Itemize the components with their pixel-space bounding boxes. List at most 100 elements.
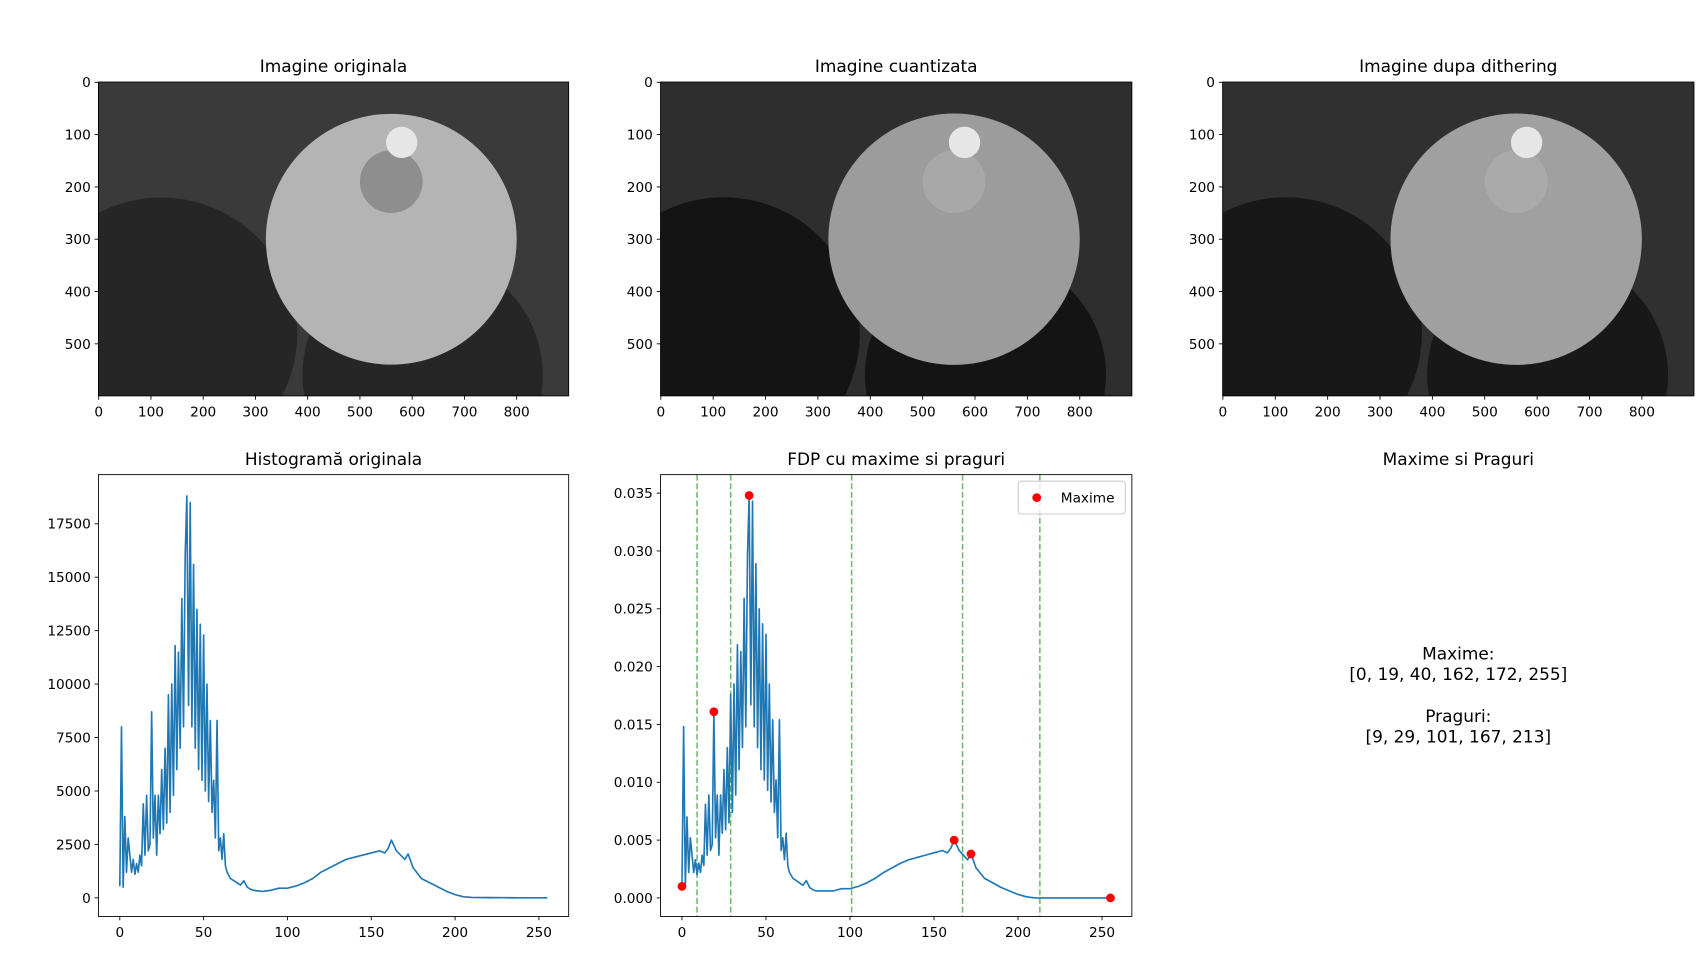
x-tick-label: 100 — [274, 925, 300, 941]
y-tick-label: 300 — [65, 232, 91, 248]
y-tick-label: 0.020 — [614, 660, 653, 676]
image-shadow — [98, 197, 298, 396]
image-highlight — [1510, 126, 1543, 159]
y-tick-label: 17500 — [47, 517, 90, 533]
plot-area — [118, 495, 548, 899]
maxima-point — [1106, 893, 1115, 903]
y-tick-label: 200 — [65, 180, 91, 196]
x-tick-label: 100 — [837, 925, 863, 941]
image-petal — [359, 150, 423, 214]
x-tick-label: 0 — [1219, 405, 1228, 421]
x-tick-label: 500 — [910, 405, 936, 421]
x-tick-label: 0 — [115, 925, 124, 941]
x-tick-label: 400 — [1419, 405, 1445, 421]
x-tick-label: 500 — [347, 405, 373, 421]
y-tick-label: 300 — [627, 232, 653, 248]
subplot-title: Imagine dupa dithering — [1359, 56, 1557, 76]
x-tick-label: 400 — [857, 405, 883, 421]
plot-area — [681, 474, 1111, 917]
maxima-point — [744, 491, 754, 500]
legend-box — [1017, 480, 1126, 515]
x-tick-label: 800 — [1067, 405, 1093, 421]
y-tick-label: 0 — [82, 75, 91, 91]
maxima-point — [966, 849, 976, 859]
y-tick-label: 200 — [627, 180, 653, 196]
y-tick-label: 400 — [1189, 284, 1215, 300]
x-tick-label: 200 — [1005, 925, 1031, 941]
y-tick-label: 100 — [65, 128, 91, 144]
y-tick-label: 0 — [644, 75, 653, 91]
x-tick-label: 700 — [1576, 405, 1602, 421]
x-tick-label: 500 — [1472, 405, 1498, 421]
y-tick-label: 0.015 — [614, 717, 653, 733]
image-highlight — [386, 126, 418, 159]
x-tick-label: 600 — [1524, 405, 1550, 421]
x-tick-label: 150 — [921, 925, 947, 941]
x-tick-label: 100 — [1262, 405, 1288, 421]
y-tick-label: 500 — [627, 337, 653, 353]
x-tick-label: 150 — [358, 925, 384, 941]
y-tick-label: 12500 — [47, 624, 90, 640]
plot-area — [1222, 82, 1694, 396]
x-tick-label: 0 — [678, 925, 687, 941]
x-tick-label: 200 — [1315, 405, 1341, 421]
y-tick-label: 100 — [627, 128, 653, 144]
data-line — [681, 494, 1111, 899]
y-tick-label: 2500 — [56, 837, 91, 853]
axes-frame — [97, 474, 570, 917]
x-tick-label: 200 — [190, 405, 216, 421]
x-tick-label: 700 — [451, 405, 477, 421]
x-tick-label: 200 — [442, 925, 468, 941]
maxima-point — [949, 835, 959, 845]
info-line: [9, 29, 101, 167, 213] — [1365, 727, 1551, 747]
subplot-title: Imagine originala — [260, 56, 408, 76]
y-tick-label: 200 — [1189, 180, 1215, 196]
x-tick-label: 50 — [195, 925, 212, 941]
plot-area — [660, 82, 1132, 396]
x-tick-label: 250 — [1089, 925, 1115, 941]
subplot-title: Maxime si Praguri — [1383, 449, 1534, 469]
y-tick-label: 0 — [1206, 75, 1215, 91]
maxima-point — [709, 707, 719, 717]
y-tick-label: 0.000 — [614, 891, 653, 907]
x-tick-label: 0 — [656, 405, 665, 421]
y-tick-label: 0.035 — [614, 486, 653, 502]
data-line — [118, 495, 548, 899]
image-highlight — [948, 126, 981, 159]
y-tick-label: 0 — [82, 891, 91, 907]
legend-marker — [1032, 493, 1042, 502]
y-tick-label: 0.005 — [614, 833, 653, 849]
y-tick-label: 0.010 — [614, 775, 653, 791]
legend-label: Maxime — [1061, 491, 1115, 507]
x-tick-label: 700 — [1014, 405, 1040, 421]
y-tick-label: 500 — [1189, 337, 1215, 353]
x-tick-label: 300 — [1367, 405, 1393, 421]
subplot-title: FDP cu maxime si praguri — [787, 449, 1005, 469]
x-tick-label: 800 — [504, 405, 530, 421]
plot-area — [98, 82, 569, 396]
y-tick-label: 0.030 — [614, 544, 653, 560]
info-line: Maxime: — [1422, 643, 1494, 663]
subplot-title: Histogramă originala — [245, 449, 422, 469]
x-tick-label: 300 — [805, 405, 831, 421]
image-petal — [1484, 150, 1548, 214]
x-tick-label: 300 — [242, 405, 268, 421]
image-petal — [922, 150, 986, 214]
y-tick-label: 400 — [65, 284, 91, 300]
x-tick-label: 250 — [526, 925, 552, 941]
x-tick-label: 200 — [752, 405, 778, 421]
maxima-point — [677, 881, 687, 891]
x-tick-label: 600 — [399, 405, 425, 421]
image-shadow — [660, 197, 860, 396]
x-tick-label: 100 — [700, 405, 726, 421]
y-tick-label: 400 — [627, 284, 653, 300]
y-tick-label: 0.025 — [614, 602, 653, 618]
y-tick-label: 7500 — [56, 730, 91, 746]
x-tick-label: 400 — [295, 405, 321, 421]
x-tick-label: 50 — [757, 925, 774, 941]
y-tick-label: 100 — [1189, 128, 1215, 144]
y-tick-label: 10000 — [47, 677, 90, 693]
x-tick-label: 800 — [1629, 405, 1655, 421]
x-tick-label: 0 — [94, 405, 103, 421]
